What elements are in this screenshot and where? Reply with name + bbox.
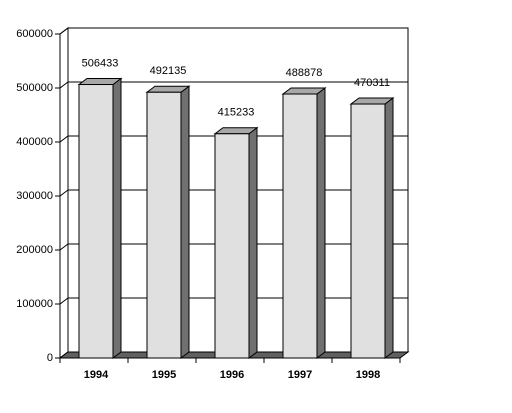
value-label: 506433 — [82, 57, 119, 69]
x-tick-label: 1995 — [152, 369, 176, 381]
bar — [282, 93, 318, 359]
grid-line — [59, 135, 69, 143]
x-tick-label: 1997 — [288, 369, 312, 381]
bar-top — [213, 127, 259, 135]
y-tick-label: 200000 — [16, 244, 53, 256]
y-tick-label: 300000 — [16, 190, 53, 202]
y-tick-label: 600000 — [16, 28, 53, 40]
value-label: 488878 — [286, 67, 323, 79]
value-label: 415233 — [218, 107, 255, 119]
grid-line — [59, 81, 69, 89]
y-tick-label: 500000 — [16, 82, 53, 94]
grid-line — [59, 243, 69, 251]
y-tick-label: 0 — [47, 352, 53, 364]
x-tick-label: 1994 — [84, 369, 109, 381]
bar — [146, 91, 182, 359]
bar-top — [349, 97, 395, 105]
grid-line — [59, 27, 69, 35]
bar-side — [180, 85, 190, 359]
bar-side — [112, 77, 122, 359]
bar — [214, 133, 250, 359]
bar-side — [384, 97, 394, 359]
grid-line — [59, 189, 69, 197]
bar-side — [316, 87, 326, 359]
bar-top — [281, 87, 327, 95]
value-label: 470311 — [354, 77, 390, 89]
value-label: 492135 — [150, 65, 187, 77]
grid-line — [59, 297, 69, 305]
bar-top — [77, 78, 123, 86]
y-tick-label: 100000 — [16, 298, 53, 310]
x-tick-label: 1998 — [356, 369, 380, 381]
bar — [350, 103, 386, 359]
bar-side — [248, 126, 258, 359]
bar — [78, 84, 114, 359]
y-tick-label: 400000 — [16, 136, 53, 148]
bar-top — [145, 85, 191, 93]
x-tick-label: 1996 — [220, 369, 244, 381]
